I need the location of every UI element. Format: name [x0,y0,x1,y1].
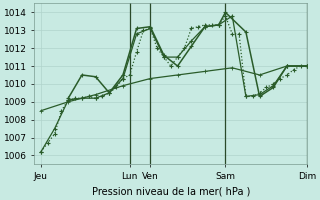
X-axis label: Pression niveau de la mer( hPa ): Pression niveau de la mer( hPa ) [92,187,250,197]
